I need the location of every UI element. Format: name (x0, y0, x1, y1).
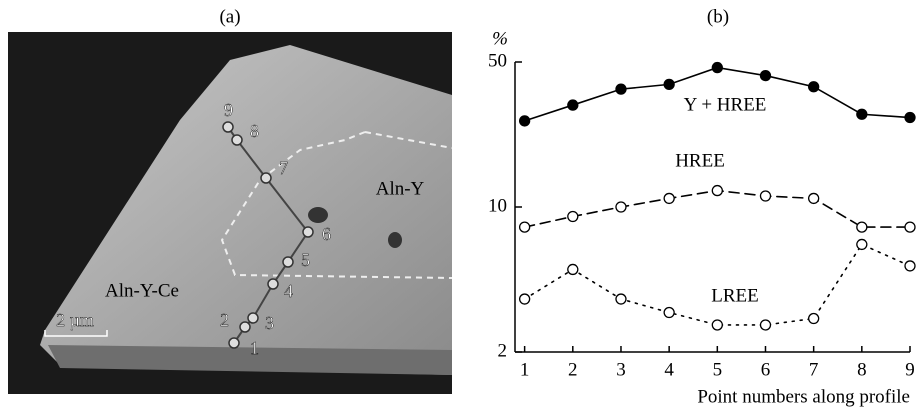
data-point (616, 294, 626, 304)
data-point (712, 63, 722, 73)
data-point (568, 264, 578, 274)
x-tick-label: 1 (520, 359, 530, 380)
profile-point (232, 135, 242, 145)
inclusion (308, 207, 328, 223)
data-point (664, 308, 674, 318)
chart: (b) % Point numbers along profile 2 10 50 1… (488, 6, 915, 407)
x-tick-label: 6 (761, 359, 771, 380)
series-label: LREE (711, 285, 759, 306)
data-point (664, 79, 674, 89)
profile-point (248, 313, 258, 323)
data-point (568, 211, 578, 221)
data-point (664, 193, 674, 203)
data-point (809, 193, 819, 203)
data-point (520, 294, 530, 304)
data-point (905, 222, 915, 232)
profile-point (303, 227, 313, 237)
data-point (712, 186, 722, 196)
panel-label: (a) (219, 6, 240, 27)
point-label: 1 (250, 338, 259, 358)
x-tick-label: 9 (905, 359, 915, 380)
data-point (712, 320, 722, 330)
inclusion (388, 232, 402, 248)
series-label: HREE (675, 150, 725, 171)
x-tick-label: 3 (616, 359, 626, 380)
region-label: Aln-Y (376, 178, 425, 199)
data-point (857, 222, 867, 232)
point-label: 5 (301, 250, 310, 270)
y-tick-label: 10 (488, 195, 507, 216)
x-axis-title: Point numbers along profile (697, 386, 910, 407)
x-tick-label: 4 (664, 359, 674, 380)
image-panel: (a) Aln-Y Aln-Y-Ce 1 2 3 4 5 6 7 8 9 2 µ… (8, 6, 452, 394)
data-point (616, 202, 626, 212)
profile-point (283, 257, 293, 267)
point-label: 3 (265, 313, 274, 333)
point-label: 6 (322, 224, 331, 244)
x-tick-label: 8 (857, 359, 867, 380)
chart-title: (b) (707, 6, 729, 27)
series-label: Y + HREE (684, 94, 767, 115)
data-point (905, 261, 915, 271)
data-point (809, 82, 819, 92)
data-point (809, 314, 819, 324)
x-tick-label: 5 (713, 359, 723, 380)
profile-point (240, 322, 250, 332)
data-point (760, 71, 770, 81)
data-point (905, 113, 915, 123)
point-label: 9 (224, 100, 233, 120)
data-point (760, 320, 770, 330)
y-tick-label: 2 (498, 340, 508, 361)
profile-point (229, 338, 239, 348)
figure: (a) Aln-Y Aln-Y-Ce 1 2 3 4 5 6 7 8 9 2 µ… (0, 0, 920, 410)
data-point (520, 222, 530, 232)
scale-bar-label: 2 µm (56, 310, 94, 330)
region-label: Aln-Y-Ce (105, 280, 179, 301)
data-point (760, 191, 770, 201)
point-label: 7 (279, 158, 288, 178)
point-label: 8 (250, 121, 259, 141)
profile-point (223, 122, 233, 132)
data-point (568, 100, 578, 110)
point-label: 2 (220, 310, 229, 330)
profile-point (268, 279, 278, 289)
y-tick-label: 50 (488, 50, 507, 71)
x-tick-label: 7 (809, 359, 819, 380)
x-tick-label: 2 (568, 359, 578, 380)
data-point (857, 239, 867, 249)
data-point (857, 109, 867, 119)
data-point (616, 84, 626, 94)
y-unit: % (492, 28, 508, 49)
point-label: 4 (284, 281, 293, 301)
profile-point (261, 173, 271, 183)
data-point (520, 116, 530, 126)
